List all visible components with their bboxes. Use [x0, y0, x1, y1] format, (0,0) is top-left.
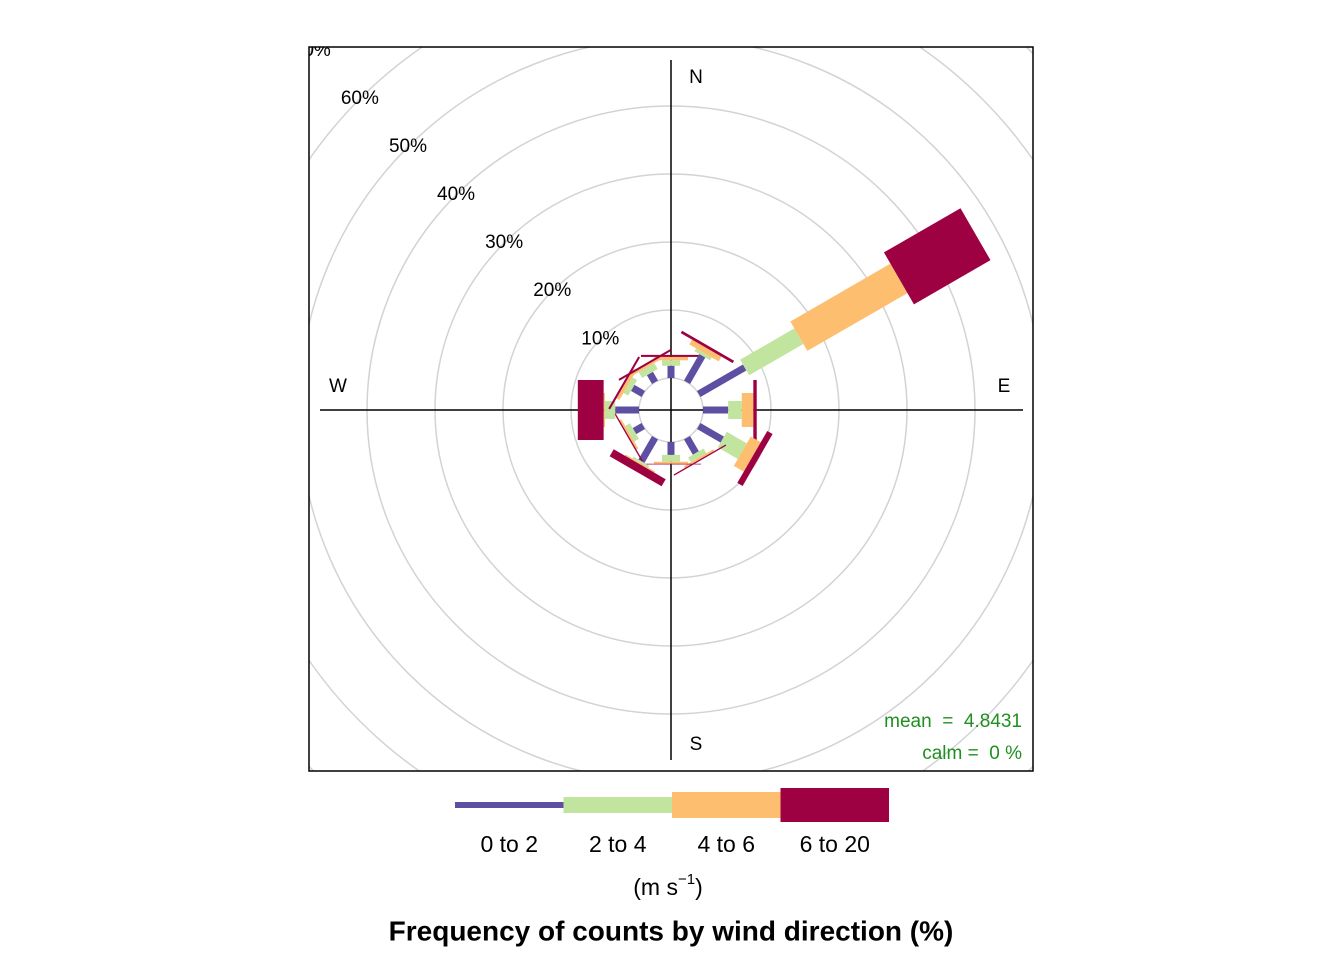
wind-bar	[728, 401, 742, 419]
wind-bar	[683, 435, 699, 455]
legend-swatch	[672, 792, 781, 818]
wind-bar	[641, 354, 701, 357]
wind-bar	[662, 454, 680, 462]
annotation: calm = 0 %	[922, 743, 1022, 764]
wind-bar	[624, 454, 656, 473]
wind-bar	[577, 380, 604, 440]
wind-bar	[611, 408, 643, 462]
wind-bar	[654, 461, 688, 464]
legend-swatch	[563, 797, 672, 813]
wind-bar	[646, 371, 659, 385]
wind-bar	[673, 444, 727, 476]
wind-bar	[632, 422, 646, 435]
r-tick-label: 20%	[533, 280, 571, 301]
wind-bar	[638, 435, 659, 464]
compass-label: N	[689, 67, 703, 88]
r-tick-label: 40%	[437, 184, 475, 205]
wind-bar	[662, 360, 680, 366]
wind-bar	[667, 442, 675, 455]
r-tick-label: 70%	[293, 40, 331, 61]
wind-bar	[608, 356, 641, 410]
wind-bar	[618, 349, 672, 381]
wind-bar	[680, 330, 735, 364]
wind-bar	[740, 328, 804, 376]
compass-label: W	[329, 376, 347, 397]
unit: (m s	[633, 874, 678, 900]
wind-bar	[609, 449, 666, 487]
wind-bar	[619, 419, 639, 450]
wind-bar	[694, 348, 712, 361]
compass-label: E	[998, 376, 1011, 397]
wind-bar	[683, 354, 706, 385]
wind-bar	[623, 377, 638, 396]
wind-bar	[703, 406, 729, 414]
wind-bar	[616, 368, 637, 400]
wind-bar	[753, 380, 757, 440]
wind-bar	[625, 423, 639, 442]
wind-bar	[683, 449, 715, 469]
wind-bar	[883, 208, 991, 305]
wind-bar	[630, 357, 662, 377]
unit: )	[695, 874, 703, 900]
wind-bar	[630, 384, 646, 398]
wind-bar	[654, 356, 688, 361]
plot-area: 10% 20% 30% 40% 50% 60% 70% N E S W	[293, 40, 1033, 771]
chart-title: Frequency of counts by wind direction (%…	[389, 915, 954, 946]
r-tick-label: 30%	[485, 232, 523, 253]
legend-label: 4 to 6	[697, 831, 755, 857]
wind-bar	[688, 448, 707, 463]
legend-label: 2 to 4	[589, 831, 647, 857]
wind-bar	[737, 430, 773, 486]
wind-bar	[790, 263, 908, 351]
compass-label: S	[690, 734, 703, 755]
unit-sup: −1	[678, 871, 695, 888]
wind-bar	[641, 463, 701, 465]
wind-bar	[696, 422, 725, 443]
wind-bar	[741, 393, 754, 427]
legend-swatch	[780, 788, 889, 822]
legend-label: 6 to 20	[800, 831, 870, 857]
annotation: mean = 4.8431	[884, 711, 1022, 732]
r-tick-label: 10%	[581, 328, 619, 349]
wind-bar	[638, 363, 658, 378]
wind-bar	[615, 406, 640, 414]
wind-bar	[605, 401, 616, 419]
wind-bar	[717, 431, 747, 459]
frame	[308, 46, 1034, 772]
legend-swatch	[455, 802, 564, 808]
r-tick-label: 60%	[341, 88, 379, 109]
legend-unit: (m s−1)	[633, 871, 703, 900]
wind-bar	[733, 436, 761, 472]
wind-bar	[696, 364, 747, 398]
wind-bar	[689, 339, 722, 362]
wind-bar	[632, 456, 650, 468]
r-tick-label: 50%	[389, 136, 427, 157]
wind-bar	[667, 365, 675, 378]
wind-bar	[603, 393, 606, 427]
legend-label: 0 to 2	[480, 831, 538, 857]
